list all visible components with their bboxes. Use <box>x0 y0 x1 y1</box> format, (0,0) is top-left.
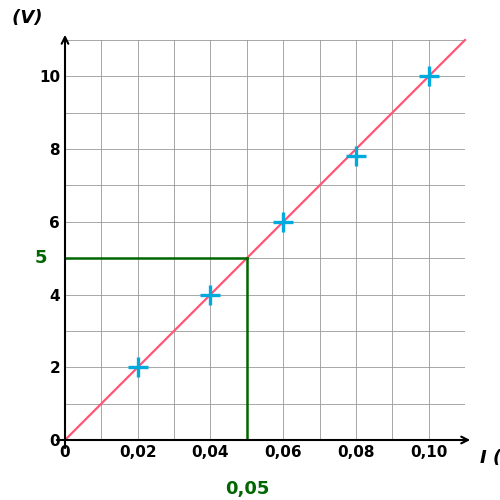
Text: 5: 5 <box>34 249 47 267</box>
Text: I (A): I (A) <box>480 449 500 467</box>
Text: 0,05: 0,05 <box>224 480 269 498</box>
Text: U  (V): U (V) <box>0 8 43 26</box>
